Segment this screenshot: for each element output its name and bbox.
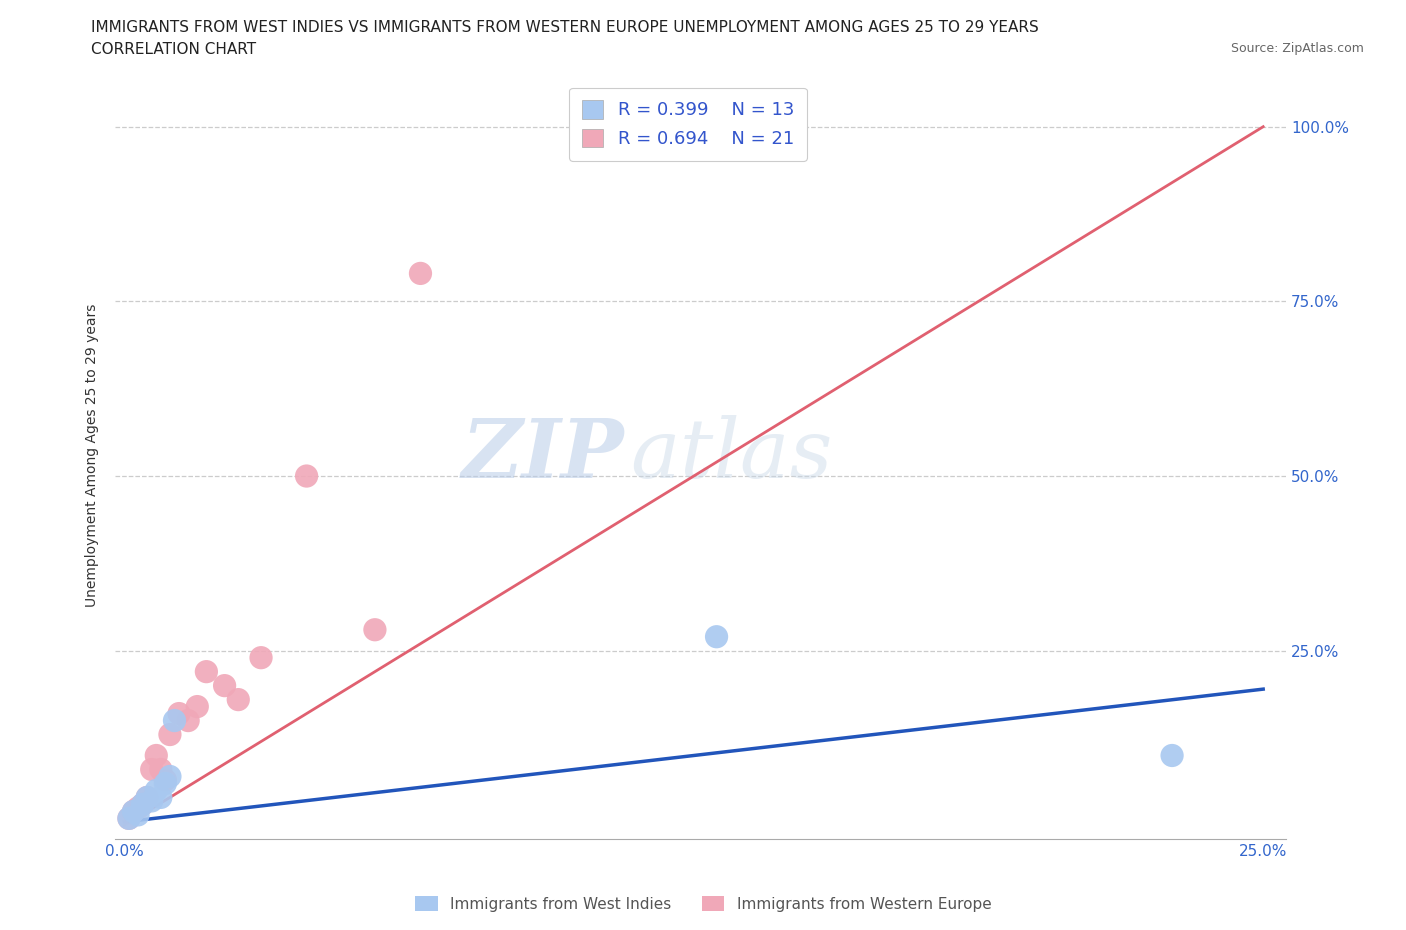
Point: [145, 748, 167, 763]
Text: CORRELATION CHART: CORRELATION CHART: [91, 42, 256, 57]
Point: [167, 706, 190, 721]
Point: [136, 790, 159, 804]
Point: [136, 790, 159, 804]
Legend: R = 0.399    N = 13, R = 0.694    N = 21: R = 0.399 N = 13, R = 0.694 N = 21: [569, 87, 807, 161]
Point: [728, 119, 751, 134]
Y-axis label: Unemployment Among Ages 25 to 29 years: Unemployment Among Ages 25 to 29 years: [86, 303, 100, 606]
Point: [159, 727, 181, 742]
Point: [141, 762, 163, 777]
Point: [155, 776, 177, 790]
Point: [226, 692, 249, 707]
Point: [295, 469, 318, 484]
Point: [1161, 748, 1184, 763]
Point: [706, 630, 728, 644]
Point: [409, 266, 432, 281]
Point: [127, 801, 149, 816]
Point: [250, 650, 273, 665]
Point: [131, 797, 153, 812]
Point: [127, 807, 149, 822]
Point: [214, 678, 236, 693]
Point: [159, 769, 181, 784]
Legend: Immigrants from West Indies, Immigrants from Western Europe: Immigrants from West Indies, Immigrants …: [409, 889, 997, 918]
Point: [122, 804, 145, 818]
Text: Source: ZipAtlas.com: Source: ZipAtlas.com: [1230, 42, 1364, 55]
Point: [118, 811, 141, 826]
Point: [186, 699, 208, 714]
Point: [118, 811, 141, 826]
Point: [364, 622, 387, 637]
Text: atlas: atlas: [630, 415, 832, 495]
Point: [122, 804, 145, 818]
Point: [155, 773, 177, 788]
Point: [177, 713, 200, 728]
Text: ZIP: ZIP: [463, 415, 624, 495]
Point: [149, 790, 172, 804]
Point: [163, 713, 186, 728]
Point: [145, 783, 167, 798]
Point: [131, 797, 153, 812]
Point: [149, 762, 172, 777]
Text: IMMIGRANTS FROM WEST INDIES VS IMMIGRANTS FROM WESTERN EUROPE UNEMPLOYMENT AMONG: IMMIGRANTS FROM WEST INDIES VS IMMIGRANT…: [91, 20, 1039, 35]
Point: [141, 793, 163, 808]
Point: [195, 664, 218, 679]
